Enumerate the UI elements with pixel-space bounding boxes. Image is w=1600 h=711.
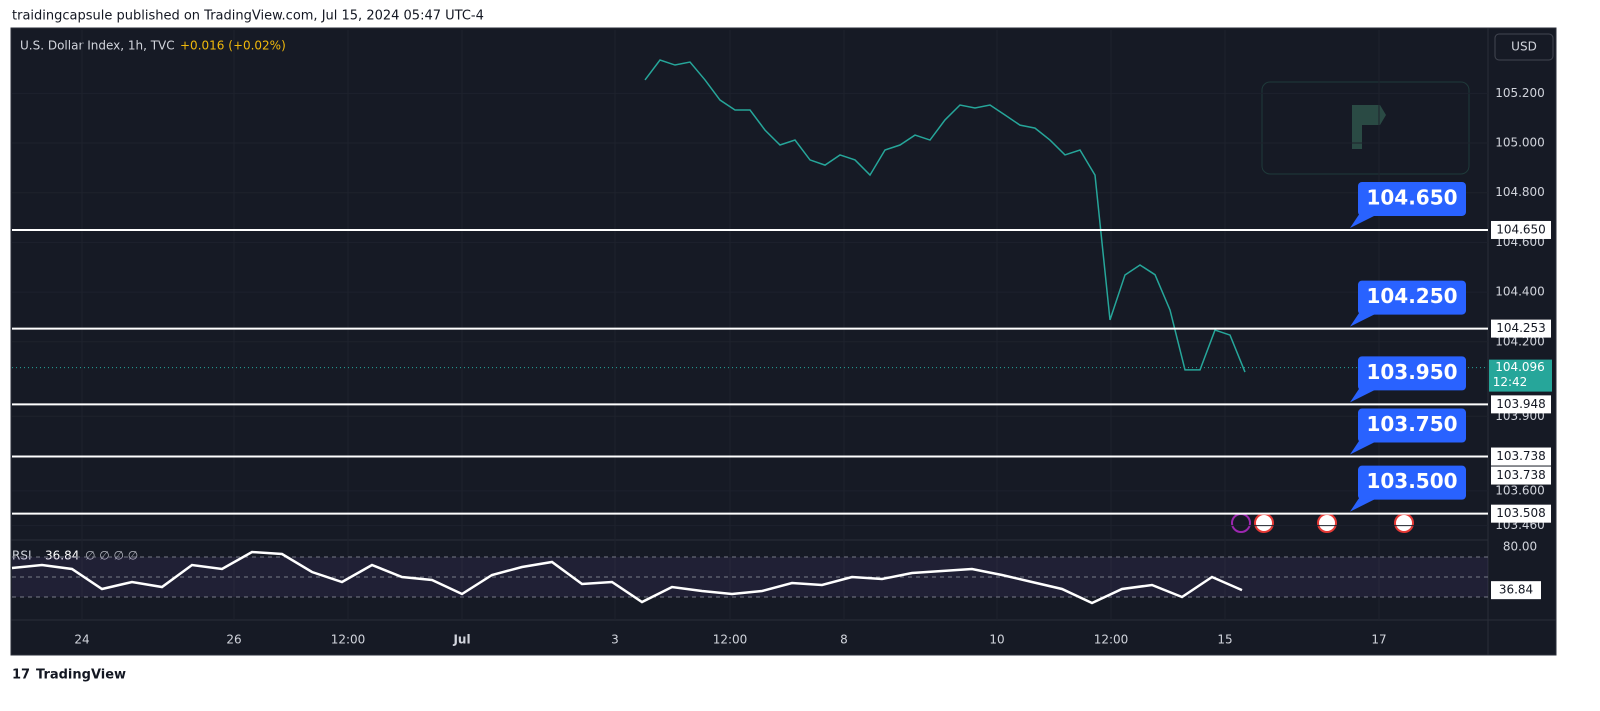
level-axis-box — [1491, 220, 1551, 239]
price-line — [644, 59, 1246, 373]
rsi-icons: ∅ ∅ ∅ ∅ — [85, 549, 138, 563]
level-axis-label: 104.650 — [1496, 222, 1546, 236]
x-tick-label: 3 — [611, 633, 619, 647]
currency[interactable]: USD — [1511, 40, 1537, 54]
y-tick-label: 104.800 — [1495, 185, 1545, 199]
rsi-line — [11, 550, 1243, 605]
level-axis-box — [1491, 466, 1551, 485]
header: traidingcapsule published on TradingView… — [12, 9, 484, 24]
callout-label: 103.750 — [1366, 412, 1457, 436]
level-axis-box — [1491, 319, 1551, 338]
x-tick-label: 8 — [840, 633, 848, 647]
x-tick-label: 17 — [1371, 633, 1386, 647]
level-axis-label: 103.948 — [1496, 397, 1546, 411]
rsi-axis-value: 36.84 — [1499, 583, 1533, 597]
currency-button[interactable] — [1494, 33, 1554, 61]
price-change: +0.016 (+0.02%) — [180, 39, 286, 53]
y-tick-label: 104.200 — [1495, 334, 1545, 348]
footer-brand: TradingView — [36, 668, 126, 683]
y-tick-label: 104.400 — [1495, 285, 1545, 299]
rsi-tick-label: 80.00 — [1503, 540, 1537, 554]
callout-box — [1358, 181, 1466, 216]
event-icons — [1231, 513, 1414, 533]
callout-label: 104.250 — [1366, 284, 1457, 308]
level-axis-box — [1491, 447, 1551, 466]
callout-label: 104.650 — [1366, 185, 1457, 209]
symbol-title: U.S. Dollar Index, 1h, TVC — [20, 39, 175, 53]
rsi-title: RSI — [12, 549, 32, 563]
x-tick-label: 26 — [226, 633, 241, 647]
level-axis-label: 103.738 — [1496, 468, 1546, 482]
x-tick-label: 12:00 — [713, 633, 748, 647]
callout-box — [1358, 280, 1466, 315]
x-tick-label: Jul — [452, 633, 470, 647]
callout-box — [1358, 408, 1466, 443]
footer-logo: 𝟭𝟳 — [12, 668, 30, 683]
y-tick-label: 103.600 — [1495, 483, 1545, 497]
last-price-box — [1489, 359, 1552, 392]
last-price-label: 104.096 — [1495, 360, 1545, 374]
callout-box — [1358, 465, 1466, 500]
callout-box — [1358, 356, 1466, 391]
level-axis-label: 103.738 — [1496, 449, 1546, 463]
y-tick-label: 105.200 — [1495, 86, 1545, 100]
x-tick-label: 12:00 — [1094, 633, 1129, 647]
y-tick-label: 105.000 — [1495, 136, 1545, 150]
level-axis-label: 103.508 — [1496, 506, 1546, 520]
rsi-value: 36.84 — [45, 549, 79, 563]
callout-label: 103.500 — [1366, 469, 1457, 493]
rsi-value-box — [1491, 581, 1541, 600]
x-tick-label: 24 — [74, 633, 89, 647]
level-axis-box — [1491, 504, 1551, 523]
x-tick-label: 10 — [989, 633, 1004, 647]
watermark-logo — [1261, 81, 1470, 175]
callout-label: 103.950 — [1366, 360, 1457, 384]
level-axis-label: 104.253 — [1496, 321, 1546, 335]
x-tick-label: 12:00 — [331, 633, 366, 647]
level-axis-box — [1491, 395, 1551, 414]
x-tick-label: 15 — [1217, 633, 1232, 647]
countdown: 12:42 — [1493, 375, 1528, 389]
